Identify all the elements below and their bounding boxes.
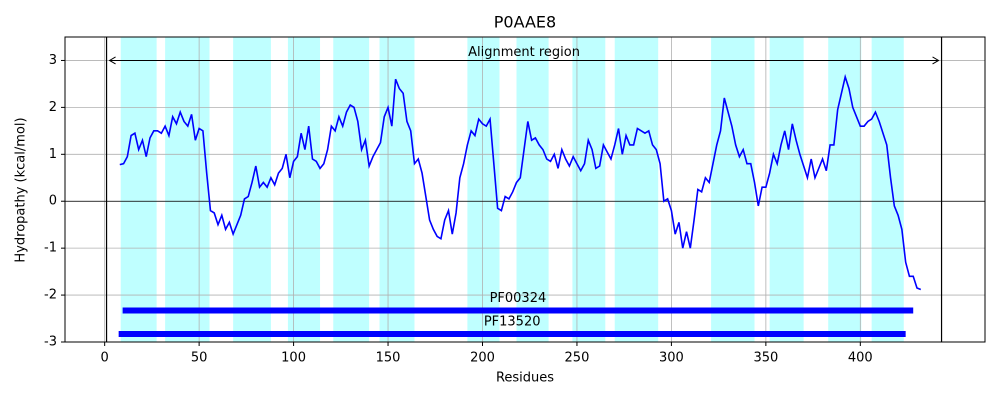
tm-region — [467, 37, 500, 342]
y-tick-label: -2 — [44, 288, 57, 303]
arrow-head — [932, 56, 940, 65]
tm-region — [287, 37, 321, 342]
domain-label: PF13520 — [484, 315, 541, 330]
tm-region — [711, 37, 755, 342]
plot-frame — [64, 36, 986, 343]
x-tick-label: 150 — [376, 351, 401, 366]
y-axis-label: Hydropathy (kcal/mol) — [14, 117, 29, 262]
tm-region — [120, 37, 157, 342]
tm-region — [572, 37, 606, 342]
x-tick-label: 250 — [565, 351, 590, 366]
y-tick-label: 1 — [49, 147, 57, 162]
tm-region — [333, 37, 370, 342]
hydropathy-line — [119, 73, 922, 291]
chart-title: P0AAE8 — [494, 13, 556, 32]
tm-region — [828, 37, 862, 342]
tm-region — [379, 37, 415, 342]
tm-region — [516, 37, 549, 342]
x-tick-label: 300 — [659, 351, 684, 366]
tm-region — [871, 37, 904, 342]
y-tick-label: 2 — [49, 100, 57, 115]
x-tick-label: 200 — [470, 351, 495, 366]
x-tick-label: 50 — [191, 351, 208, 366]
tm-region — [614, 37, 659, 342]
x-tick-label: 400 — [848, 351, 873, 366]
tm-region — [165, 37, 210, 342]
y-tick-label: -1 — [44, 241, 57, 256]
y-tick-label: -3 — [44, 335, 57, 350]
arrow-head — [108, 56, 116, 65]
y-tick-label: 0 — [49, 194, 57, 209]
x-tick-label: 0 — [101, 351, 109, 366]
alignment-label: Alignment region — [468, 45, 580, 60]
x-tick-label: 100 — [281, 351, 306, 366]
x-axis-label: Residues — [496, 371, 554, 386]
y-tick-label: 3 — [49, 53, 57, 68]
tm-region — [233, 37, 271, 342]
domain-label: PF00324 — [490, 291, 547, 306]
x-tick-label: 350 — [753, 351, 778, 366]
tm-region — [769, 37, 804, 342]
